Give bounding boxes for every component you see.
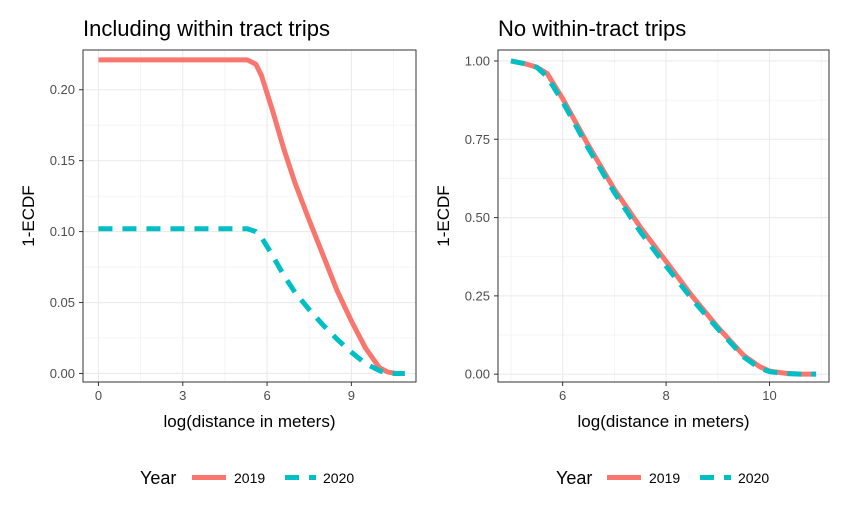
y-tick-label: 0.50 <box>465 210 490 225</box>
y-tick-label: 0.20 <box>50 82 75 97</box>
chart-title: No within-tract trips <box>498 16 686 41</box>
y-tick-label: 0.05 <box>50 295 75 310</box>
x-tick-label: 10 <box>762 388 776 403</box>
legend-label-2020: 2020 <box>323 470 354 486</box>
x-tick-label: 9 <box>348 388 355 403</box>
series-line-2019 <box>98 57 405 376</box>
x-tick-label: 3 <box>179 388 186 403</box>
panel-border <box>82 49 417 383</box>
legend-label-2019: 2019 <box>234 470 265 486</box>
x-tick-label: 0 <box>95 388 102 403</box>
y-tick-label: 1.00 <box>465 53 490 68</box>
series-line-2020 <box>98 226 405 376</box>
legend-label-2020: 2020 <box>738 470 769 486</box>
y-tick-label: 0.15 <box>50 153 75 168</box>
x-tick-label: 8 <box>662 388 669 403</box>
legend-title: Year <box>140 468 176 488</box>
legend-label-2019: 2019 <box>649 470 680 486</box>
y-tick-label: 0.00 <box>465 367 490 382</box>
legend-right: Year 2019 2020 <box>556 468 769 488</box>
y-axis-title: 1-ECDF <box>434 185 453 246</box>
y-axis-title: 1-ECDF <box>19 185 38 246</box>
legend-left: Year 2019 2020 <box>140 468 354 488</box>
x-tick-label: 6 <box>559 388 566 403</box>
y-tick-label: 0.25 <box>465 288 490 303</box>
panel-border <box>497 49 830 383</box>
y-tick-label: 0.10 <box>50 224 75 239</box>
chart-title: Including within tract trips <box>83 16 330 41</box>
series-line-2020 <box>510 58 817 377</box>
y-tick-label: 0.00 <box>50 366 75 381</box>
panel-no-within-tract: 6 8 10 0.00 0.25 0.50 0.75 1.00 No within-tract … <box>434 16 830 431</box>
y-tick-label: 0.75 <box>465 132 490 147</box>
x-axis-title: log(distance in meters) <box>164 412 336 431</box>
legend-title: Year <box>556 468 592 488</box>
x-tick-label: 6 <box>263 388 270 403</box>
panel-including-within-tract: 0 3 6 9 0.00 0.05 0.10 0.15 0.20 Including within… <box>19 16 417 431</box>
x-axis-title: log(distance in meters) <box>578 412 750 431</box>
